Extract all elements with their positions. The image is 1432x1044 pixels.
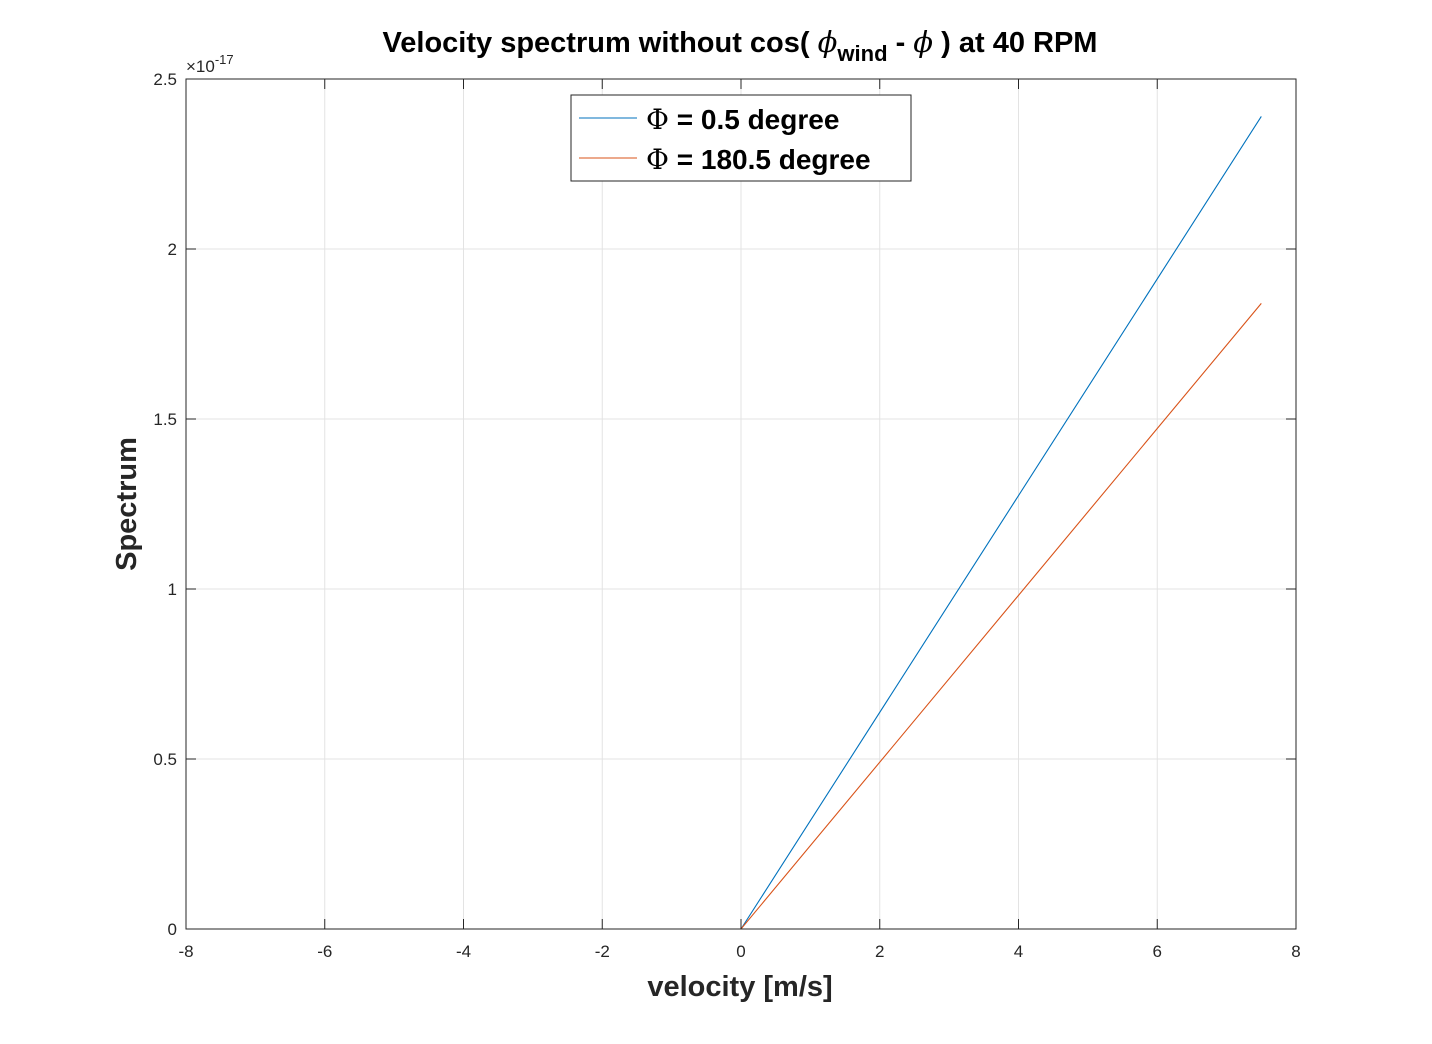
- legend-entry-0: Φ = 0.5 degree: [646, 103, 839, 136]
- x-tick-label: 8: [1291, 942, 1300, 961]
- y-tick-label: 0: [168, 920, 177, 939]
- grid: [185, 78, 1297, 930]
- x-tick-label: -8: [178, 942, 193, 961]
- legend-entry-1: Φ = 180.5 degree: [646, 143, 871, 176]
- chart-title: Velocity spectrum without cos( ϕwind - ϕ…: [383, 25, 1098, 66]
- x-tick-label: -4: [456, 942, 471, 961]
- x-tick-label: 2: [875, 942, 884, 961]
- y-axis-label: Spectrum: [111, 437, 143, 571]
- y-tick-label: 2.5: [153, 70, 177, 89]
- ticks: -8 -6 -4 -2 0 2 4 6 8 0 0.5 1 1.5 2 2.5: [153, 70, 1300, 961]
- legend: Φ = 0.5 degree Φ = 180.5 degree: [570, 94, 912, 182]
- x-tick-label: 4: [1014, 942, 1023, 961]
- y-axis-exponent: ×10-17: [186, 52, 234, 76]
- x-tick-label: 6: [1153, 942, 1162, 961]
- y-tick-label: 0.5: [153, 750, 177, 769]
- x-tick-label: -2: [595, 942, 610, 961]
- x-tick-label: 0: [736, 942, 745, 961]
- y-tick-label: 2: [168, 240, 177, 259]
- x-tick-label: -6: [317, 942, 332, 961]
- y-tick-label: 1.5: [153, 410, 177, 429]
- legend-box: [570, 94, 912, 182]
- x-axis-label: velocity [m/s]: [647, 971, 832, 1003]
- y-tick-label: 1: [168, 580, 177, 599]
